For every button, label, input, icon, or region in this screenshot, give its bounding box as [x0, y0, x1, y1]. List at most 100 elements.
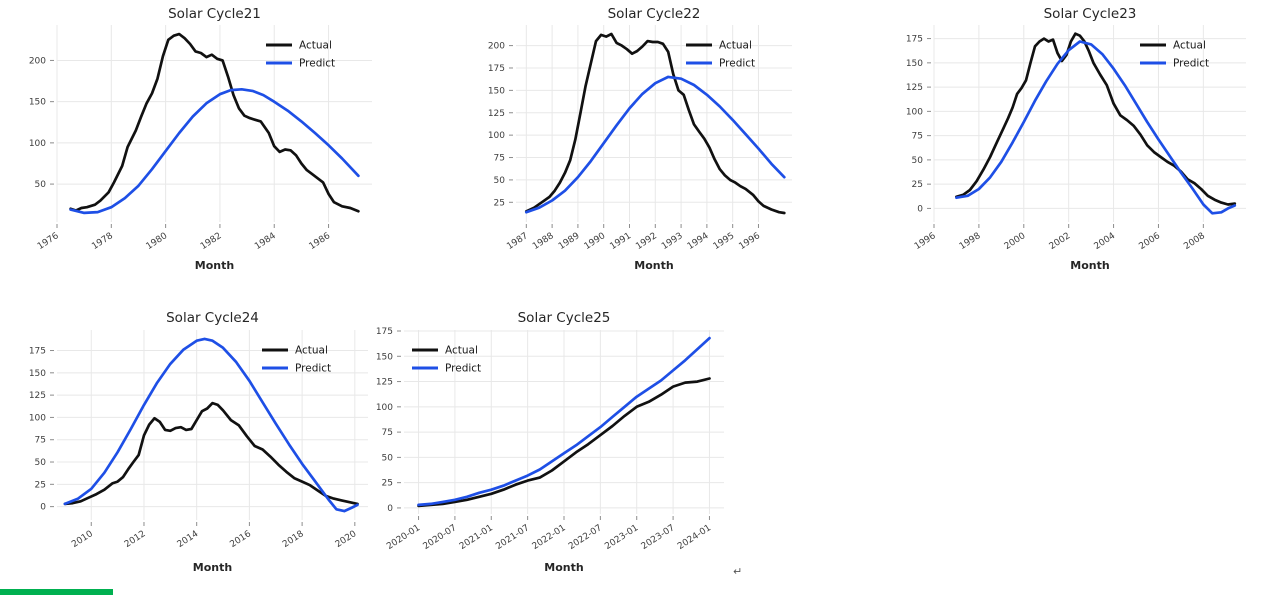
y-tick-label: 200	[488, 42, 505, 52]
y-tick-label: 100	[906, 107, 923, 117]
y-tick-label: 175	[906, 35, 923, 45]
y-tick-label: 25	[912, 180, 923, 190]
x-tick-label: 1990	[583, 231, 608, 252]
x-tick-label: 1995	[712, 231, 737, 252]
x-tick-label: 2014	[176, 529, 201, 550]
x-tick-label: 1988	[531, 231, 556, 252]
x-axis-label: Month	[195, 259, 234, 272]
x-axis-label: Month	[634, 259, 673, 272]
y-tick-label: 150	[376, 352, 393, 362]
series-predict-line	[955, 40, 1237, 215]
y-tick-label: 175	[376, 327, 393, 337]
y-tick-label: 75	[382, 428, 393, 438]
legend: Actual Predict	[262, 345, 331, 375]
legend: Actual Predict	[412, 345, 481, 375]
y-tick-label: 75	[35, 436, 46, 446]
chart-svg: 0 25 50 75 100 125 150 175 1996 1998 2000 2002 2004 2…	[906, 6, 1246, 272]
x-axis-label: Month	[193, 561, 232, 574]
paragraph-return-mark: ↵	[733, 565, 743, 578]
y-tick-label: 150	[29, 98, 46, 108]
y-tick-label: 100	[488, 131, 505, 141]
x-tick-label: 2000	[1003, 231, 1028, 252]
x-tick-label: 1987	[505, 231, 530, 252]
x-tick-label: 2022-07	[567, 523, 604, 552]
x-tick-label: 2022-01	[531, 523, 568, 552]
x-tick-label: 2004	[1093, 231, 1118, 252]
chart-title: Solar Cycle25	[518, 310, 611, 326]
y-tick-label: 50	[494, 176, 506, 186]
y-tick-label: 150	[906, 59, 923, 69]
x-tick-label: 2016	[228, 529, 253, 550]
x-tick-label: 1998	[958, 231, 983, 252]
x-tick-label: 1980	[145, 231, 170, 252]
y-tick-label: 175	[29, 347, 46, 357]
legend-actual-label: Actual	[719, 40, 752, 52]
chart-title: Solar Cycle24	[166, 310, 259, 326]
y-tick-label: 100	[29, 413, 46, 423]
x-tick-label: 1982	[199, 231, 224, 252]
chart-solar-cycle21: 50 100 150 200 1976 1978 1980 1982 1984 1986 Solar…	[8, 4, 400, 276]
y-tick-label: 25	[494, 198, 505, 208]
y-tick-label: 125	[376, 378, 393, 388]
x-tick-label: 1976	[36, 231, 61, 252]
series-actual-line	[63, 401, 359, 506]
y-tick-label: 125	[488, 109, 505, 119]
x-tick-label: 1984	[253, 231, 278, 252]
x-tick-label: 1989	[557, 231, 582, 252]
bottom-left-green-bar	[0, 589, 113, 595]
legend-actual-label: Actual	[295, 345, 328, 357]
series-predict-line	[417, 336, 711, 507]
x-tick-label: 2021-01	[458, 523, 495, 552]
chart-title: Solar Cycle22	[608, 6, 701, 22]
x-tick-label: 2023-07	[640, 523, 677, 552]
legend-predict-label: Predict	[299, 58, 335, 70]
legend-predict-label: Predict	[295, 363, 331, 375]
x-tick-label: 1986	[308, 231, 333, 252]
series-predict-line	[63, 337, 359, 513]
chart-svg: 50 100 150 200 1976 1978 1980 1982 1984 1986 Solar…	[29, 6, 372, 272]
x-tick-label: 1996	[913, 231, 938, 252]
x-tick-label: 2020-07	[422, 523, 459, 552]
chart-svg: 0 25 50 75 100 125 150 175 2020-01 2020-07 2021-01…	[376, 310, 724, 574]
chart-solar-cycle22: 25 50 75 100 125 150 175 200 1987 1988 1989 1990 199…	[452, 4, 844, 276]
legend-actual-label: Actual	[299, 40, 332, 52]
y-tick-label: 75	[912, 132, 923, 142]
x-tick-label: 1996	[737, 231, 762, 252]
legend: Actual Predict	[266, 40, 335, 70]
x-tick-label: 2018	[281, 529, 306, 550]
chart-solar-cycle24: 0 25 50 75 100 125 150 175 2010 2012 2014 2016 2018 2…	[8, 300, 408, 578]
legend-predict-label: Predict	[719, 58, 755, 70]
series-actual-line	[69, 32, 360, 213]
x-tick-label: 2023-01	[603, 523, 640, 552]
y-tick-label: 0	[387, 504, 393, 514]
x-tick-label: 2012	[123, 529, 148, 550]
y-tick-label: 125	[906, 83, 923, 93]
y-tick-label: 200	[29, 56, 46, 66]
y-tick-label: 175	[488, 64, 505, 74]
x-tick-label: 1994	[686, 231, 711, 252]
y-tick-label: 0	[40, 503, 46, 513]
x-tick-label: 2020-01	[385, 523, 422, 552]
y-tick-label: 100	[376, 403, 393, 413]
y-tick-label: 125	[29, 391, 46, 401]
x-tick-label: 2021-07	[494, 523, 531, 552]
x-tick-label: 2008	[1182, 231, 1207, 252]
x-tick-label: 1992	[634, 231, 659, 252]
chart-svg: 25 50 75 100 125 150 175 200 1987 1988 1989 1990 199…	[488, 6, 792, 272]
y-tick-label: 150	[488, 86, 505, 96]
y-tick-label: 150	[29, 369, 46, 379]
y-tick-label: 50	[912, 156, 924, 166]
y-tick-label: 25	[382, 479, 393, 489]
x-tick-label: 2010	[70, 529, 95, 550]
x-axis-label: Month	[544, 561, 583, 574]
chart-solar-cycle23: 0 25 50 75 100 125 150 175 1996 1998 2000 2002 2004 2…	[872, 4, 1272, 276]
y-tick-label: 50	[35, 458, 47, 468]
y-tick-label: 25	[35, 480, 46, 490]
y-tick-label: 75	[494, 154, 505, 164]
x-tick-label: 2002	[1048, 231, 1073, 252]
x-tick-label: 2024-01	[676, 523, 713, 552]
y-tick-label: 50	[35, 180, 47, 190]
y-tick-label: 100	[29, 139, 46, 149]
